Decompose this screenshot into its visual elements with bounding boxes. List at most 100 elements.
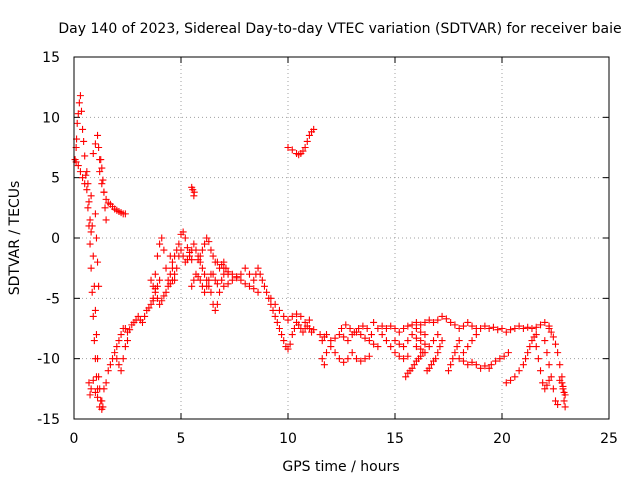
data-point [92, 234, 100, 242]
data-point [453, 343, 461, 351]
data-point [417, 345, 425, 353]
data-point [350, 328, 358, 336]
data-series [71, 92, 569, 413]
chart-title: Day 140 of 2023, Sidereal Day-to-day VTE… [58, 21, 621, 37]
data-point [541, 337, 549, 345]
data-point [511, 373, 519, 381]
data-point [98, 164, 106, 172]
data-point [472, 361, 480, 369]
data-point [554, 401, 562, 409]
data-point [95, 282, 103, 290]
data-point [92, 331, 100, 339]
data-point [318, 337, 326, 345]
data-point [280, 312, 288, 320]
data-point [561, 403, 569, 411]
data-point [284, 316, 292, 324]
data-point [348, 349, 356, 357]
data-point [455, 355, 463, 363]
data-point [338, 325, 345, 332]
data-point [528, 325, 536, 332]
data-point [498, 325, 506, 332]
data-point [117, 331, 125, 339]
data-point [158, 297, 166, 305]
data-point [290, 325, 298, 332]
data-point [408, 364, 416, 372]
data-point [412, 343, 420, 351]
data-point [85, 198, 93, 206]
data-point [344, 337, 352, 345]
x-tick-label: 25 [600, 431, 618, 447]
data-point [194, 273, 202, 281]
data-point [323, 331, 331, 339]
data-point [254, 264, 262, 272]
data-point [412, 318, 420, 326]
data-point [340, 333, 348, 341]
data-point [549, 385, 557, 393]
data-point [547, 373, 555, 381]
data-point [237, 276, 245, 284]
data-point [224, 280, 232, 288]
y-tick-label: -5 [46, 291, 60, 307]
data-point [94, 258, 102, 266]
data-point [126, 326, 134, 334]
data-point [198, 264, 206, 272]
data-point [492, 357, 500, 365]
data-point [117, 367, 125, 375]
data-point [367, 331, 375, 339]
data-point [100, 385, 108, 393]
y-axis-title: SDTVAR / TECUs [7, 181, 23, 296]
data-point [549, 333, 557, 341]
data-point [382, 337, 390, 345]
data-point [305, 131, 313, 139]
data-point [86, 391, 94, 399]
y-tick-label: -10 [37, 352, 60, 368]
data-point [160, 246, 168, 254]
data-point [552, 397, 559, 405]
data-point [186, 252, 194, 260]
data-point [515, 367, 523, 375]
data-point [203, 282, 211, 290]
data-point [528, 337, 536, 345]
data-point [485, 364, 493, 372]
data-point [207, 288, 215, 296]
data-point [487, 361, 495, 369]
data-point [162, 264, 170, 272]
data-point [489, 323, 497, 331]
data-point [365, 352, 373, 360]
y-tick-label: 5 [51, 171, 60, 187]
data-point [115, 337, 123, 345]
y-tick-label: 0 [51, 231, 60, 247]
data-point [455, 337, 463, 345]
data-point [532, 323, 540, 331]
data-point [179, 228, 187, 236]
data-point [545, 376, 553, 384]
data-point [284, 345, 292, 353]
data-point [96, 403, 104, 411]
data-point [76, 168, 84, 176]
data-point [481, 362, 489, 370]
data-point [111, 349, 119, 357]
data-point [79, 125, 87, 133]
data-point [451, 321, 459, 329]
data-point [427, 361, 435, 369]
data-point [496, 355, 504, 363]
grid [74, 57, 609, 419]
data-point [256, 270, 264, 278]
data-point [355, 325, 363, 332]
data-point [417, 352, 425, 360]
data-point [151, 270, 159, 278]
data-point [451, 349, 459, 357]
data-point [320, 361, 328, 369]
data-point [96, 168, 104, 176]
data-point [213, 300, 221, 308]
data-point [153, 252, 161, 260]
data-point [417, 337, 425, 345]
data-point [370, 318, 378, 326]
data-point [357, 357, 365, 365]
data-point [425, 316, 433, 324]
data-point [203, 234, 211, 242]
data-point [102, 195, 110, 203]
data-point [134, 312, 142, 320]
data-point [331, 334, 339, 342]
